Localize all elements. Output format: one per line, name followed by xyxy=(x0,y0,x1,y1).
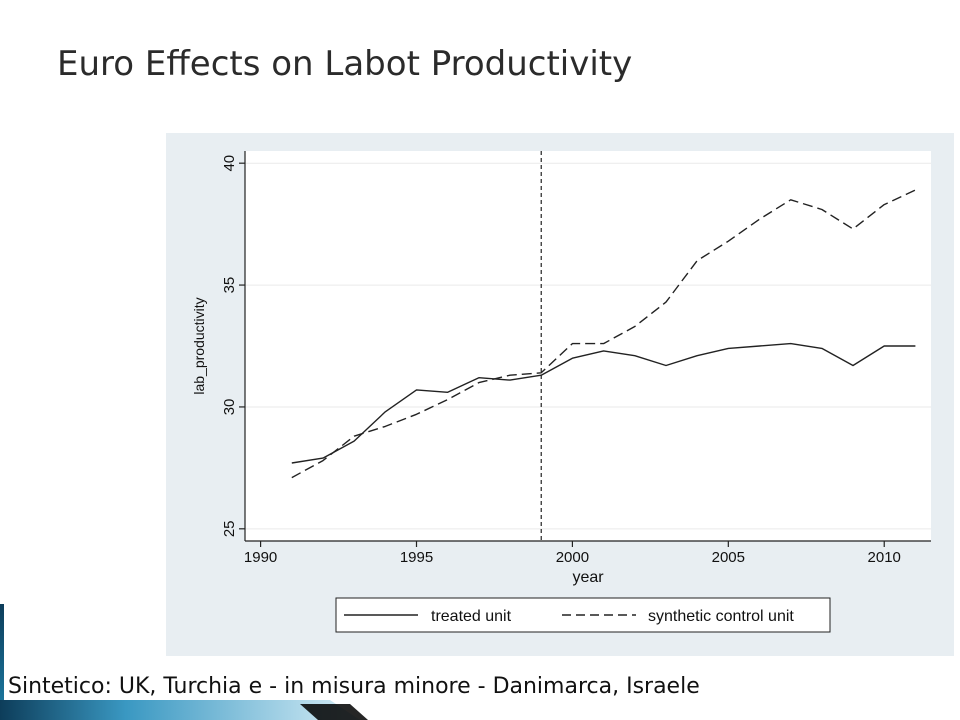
legend: treated unit synthetic control unit xyxy=(335,597,831,633)
line-chart: 25 30 35 40 1990 1995 2000 2005 2010 year lab_pr… xyxy=(191,151,931,633)
plot-area xyxy=(245,151,931,541)
footer-bar xyxy=(0,700,368,720)
y-tick-label-40: 40 xyxy=(221,155,238,172)
footer-note: Sintetico: UK, Turchia e - in misura min… xyxy=(8,674,700,699)
chart-panel: 25 30 35 40 1990 1995 2000 2005 2010 year lab_pr… xyxy=(166,133,954,656)
x-tick-label-1995: 1995 xyxy=(400,549,433,566)
x-tick-label-2000: 2000 xyxy=(556,549,589,566)
grid-layer xyxy=(245,162,931,530)
footer-bar-shape xyxy=(0,700,360,720)
legend-label-treated-unit: treated unit xyxy=(431,608,512,625)
x-tick-label-2010: 2010 xyxy=(868,549,901,566)
axis-layer: 25 30 35 40 1990 1995 2000 2005 2010 xyxy=(221,151,931,566)
footer-bar-arrow xyxy=(300,704,368,720)
slide-title: Euro Effects on Labot Productivity xyxy=(57,44,633,84)
x-tick-label-2005: 2005 xyxy=(712,549,745,566)
y-tick-label-30: 30 xyxy=(221,399,238,416)
legend-label-synthetic-control-unit: synthetic control unit xyxy=(648,608,794,625)
x-tick-label-1990: 1990 xyxy=(244,549,277,566)
series-line-synthetic-control-unit xyxy=(291,189,916,479)
y-tick-label-25: 25 xyxy=(221,520,238,537)
series-layer xyxy=(291,151,916,541)
x-axis-label: year xyxy=(572,569,604,586)
y-axis-label: lab_productivity xyxy=(191,297,207,394)
y-tick-label-35: 35 xyxy=(221,277,238,294)
left-accent-bar xyxy=(0,604,4,720)
series-line-treated-unit xyxy=(291,342,916,464)
